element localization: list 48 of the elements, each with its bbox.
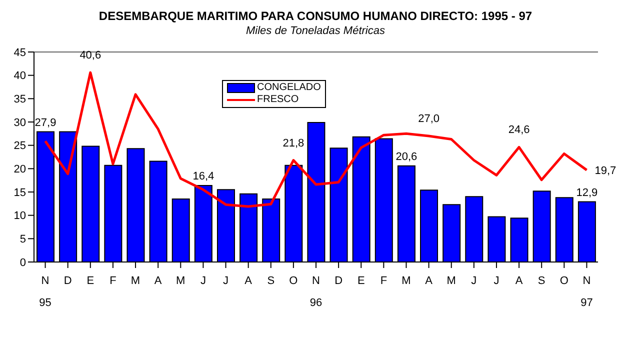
data-label: 19,7 xyxy=(594,165,616,178)
x-tick-label: A xyxy=(244,275,253,287)
x-tick-label: A xyxy=(515,275,524,287)
x-tick-label: M xyxy=(446,275,456,287)
x-tick-label: N 96 xyxy=(310,275,322,309)
x-tick-label: M xyxy=(130,275,140,287)
x-tick-label: S xyxy=(267,275,275,287)
x-tick-label: F xyxy=(110,275,117,287)
x-tick-label: A xyxy=(425,275,434,287)
x-tick-label: N 97 xyxy=(580,275,593,309)
x-tick-label: E xyxy=(357,275,365,287)
x-tick-label: N 95 xyxy=(39,275,52,309)
x-tick-label: F xyxy=(380,275,388,287)
legend-label: FRESCO xyxy=(257,94,299,106)
x-tick-label: O xyxy=(289,275,298,287)
x-tick-label: O xyxy=(560,275,569,287)
legend-label: CONGELADO xyxy=(257,82,321,94)
chart-title: DESEMBARQUE MARITIMO PARA CONSUMO HUMANO DIRECTO: 1995 - 97 xyxy=(98,9,534,23)
x-tick-label: J xyxy=(223,275,229,287)
y-tick-label: 45 xyxy=(14,46,26,59)
y-tick-label: 20 xyxy=(14,164,26,176)
x-tick-label: D xyxy=(334,275,343,287)
y-tick-label: 15 xyxy=(14,186,26,199)
x-tick-label: M xyxy=(176,275,186,287)
y-tick-label: 5 xyxy=(20,234,26,246)
x-tick-label: S xyxy=(538,275,546,287)
data-label: 12,9 xyxy=(576,186,598,199)
y-tick-label: 30 xyxy=(14,116,26,129)
y-tick-label: 35 xyxy=(14,94,26,106)
y-tick-label: 40 xyxy=(14,70,26,82)
data-label: 24,6 xyxy=(508,124,530,136)
x-tick-label: J xyxy=(471,275,477,287)
y-tick-label: 0 xyxy=(20,256,26,269)
data-label: 20,6 xyxy=(396,150,418,163)
data-label: 27,9 xyxy=(34,116,56,129)
data-label: 16,4 xyxy=(192,170,214,182)
y-tick-label: 25 xyxy=(14,140,26,152)
x-tick-label: D xyxy=(64,275,72,287)
data-label: 21,8 xyxy=(282,137,304,150)
x-tick-label: A xyxy=(154,275,162,287)
x-tick-label: J xyxy=(494,275,500,287)
data-label: 27,0 xyxy=(418,113,440,125)
data-label: 40,6 xyxy=(80,50,102,62)
chart-subtitle: Miles de Toneladas Métricas xyxy=(245,25,386,37)
x-tick-label: M xyxy=(402,275,411,287)
y-tick-label: 10 xyxy=(14,210,26,222)
x-tick-label: E xyxy=(86,275,94,287)
x-tick-label: J xyxy=(200,275,206,287)
